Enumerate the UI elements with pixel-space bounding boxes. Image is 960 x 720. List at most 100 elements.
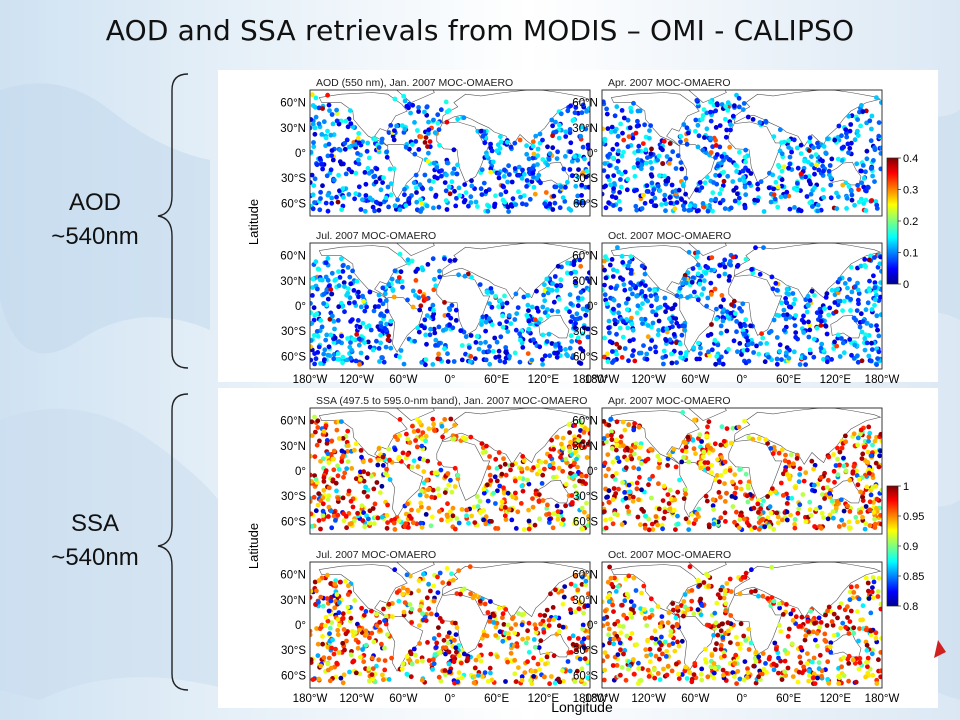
retrieval-dot [544, 276, 550, 282]
retrieval-dot [615, 652, 621, 657]
retrieval-dot [667, 487, 673, 493]
retrieval-dot [409, 620, 414, 625]
retrieval-dot [660, 526, 665, 532]
retrieval-dot [696, 133, 702, 139]
retrieval-dot [538, 657, 544, 663]
retrieval-dot [312, 473, 317, 478]
retrieval-dot [663, 338, 669, 343]
retrieval-dot [364, 355, 370, 361]
retrieval-dot [478, 340, 483, 346]
retrieval-dot [531, 637, 537, 642]
retrieval-dot [476, 654, 482, 659]
retrieval-dot [620, 260, 626, 265]
retrieval-dot [360, 293, 365, 299]
retrieval-dot [310, 632, 313, 638]
retrieval-dot [500, 324, 506, 330]
retrieval-dot [849, 289, 855, 295]
retrieval-dot [432, 428, 437, 433]
retrieval-dot [577, 478, 582, 484]
retrieval-dot [575, 464, 580, 470]
retrieval-dot [431, 205, 436, 211]
retrieval-dot [383, 344, 389, 350]
retrieval-dot [674, 360, 679, 365]
retrieval-dot [822, 637, 828, 643]
retrieval-dot [477, 643, 483, 648]
retrieval-dot [579, 296, 585, 301]
retrieval-dot [777, 605, 782, 611]
retrieval-dot [379, 483, 385, 489]
retrieval-dot [859, 329, 865, 335]
retrieval-dot [718, 515, 724, 521]
retrieval-dot [632, 150, 637, 156]
retrieval-dot [828, 175, 834, 181]
retrieval-dot [354, 332, 360, 337]
retrieval-dot [447, 258, 453, 264]
retrieval-dot [363, 642, 369, 648]
retrieval-dot [310, 628, 313, 634]
retrieval-dot [795, 510, 801, 516]
retrieval-dot [630, 291, 635, 297]
retrieval-dot [827, 494, 833, 500]
retrieval-dot [318, 498, 324, 503]
retrieval-dot [325, 192, 331, 198]
retrieval-dot [641, 583, 647, 589]
retrieval-dot [787, 154, 793, 160]
lat-tick-label: 30°S [573, 173, 598, 185]
retrieval-dot [698, 612, 704, 618]
lat-tick-label: 60°S [281, 351, 306, 363]
retrieval-dot [348, 121, 354, 126]
retrieval-dot [355, 157, 361, 163]
retrieval-dot [712, 337, 718, 343]
retrieval-dot [362, 308, 368, 314]
retrieval-dot [416, 105, 421, 110]
retrieval-dot [316, 121, 322, 127]
retrieval-dot [686, 520, 692, 525]
retrieval-dot [745, 114, 751, 120]
retrieval-dot [437, 649, 443, 655]
retrieval-dot [846, 631, 852, 636]
retrieval-dot [410, 520, 416, 526]
retrieval-dot [320, 106, 325, 111]
retrieval-dot [350, 268, 355, 274]
retrieval-dot [488, 286, 494, 291]
retrieval-dot [426, 658, 432, 663]
aod-panel-title: AOD (550 nm), Jan. 2007 MOC-OMAERO [316, 77, 513, 89]
retrieval-dot [846, 113, 852, 119]
retrieval-dot [433, 644, 439, 650]
retrieval-dot [768, 446, 774, 451]
retrieval-dot [556, 676, 561, 682]
retrieval-dot [584, 304, 590, 309]
retrieval-dot [335, 463, 340, 469]
continent-outline [396, 562, 435, 575]
retrieval-dot [713, 196, 719, 202]
retrieval-dot [768, 199, 774, 205]
retrieval-dot [793, 614, 799, 620]
retrieval-dot [768, 328, 774, 334]
retrieval-dot [415, 464, 421, 470]
retrieval-dot [807, 200, 813, 206]
retrieval-dot [540, 332, 546, 338]
retrieval-dot [803, 297, 809, 303]
aod-panel-title: Jul. 2007 MOC-OMAERO [316, 230, 436, 242]
retrieval-dot [781, 164, 787, 170]
retrieval-dot [824, 623, 830, 628]
retrieval-dot [575, 587, 581, 593]
retrieval-dot [445, 518, 450, 524]
retrieval-dot [708, 197, 714, 203]
retrieval-dot [661, 483, 667, 489]
retrieval-dot [686, 208, 692, 213]
retrieval-dot [605, 654, 610, 659]
retrieval-dot [811, 466, 816, 472]
retrieval-dot [627, 125, 633, 131]
retrieval-dot [841, 522, 847, 528]
retrieval-dot [493, 501, 498, 506]
retrieval-dot [632, 444, 638, 450]
retrieval-dot [325, 153, 331, 159]
retrieval-dot [388, 192, 394, 198]
retrieval-dot [343, 171, 349, 177]
retrieval-dot [656, 153, 662, 159]
retrieval-dot [386, 446, 392, 452]
retrieval-dot [362, 524, 368, 530]
retrieval-dot [827, 491, 832, 496]
